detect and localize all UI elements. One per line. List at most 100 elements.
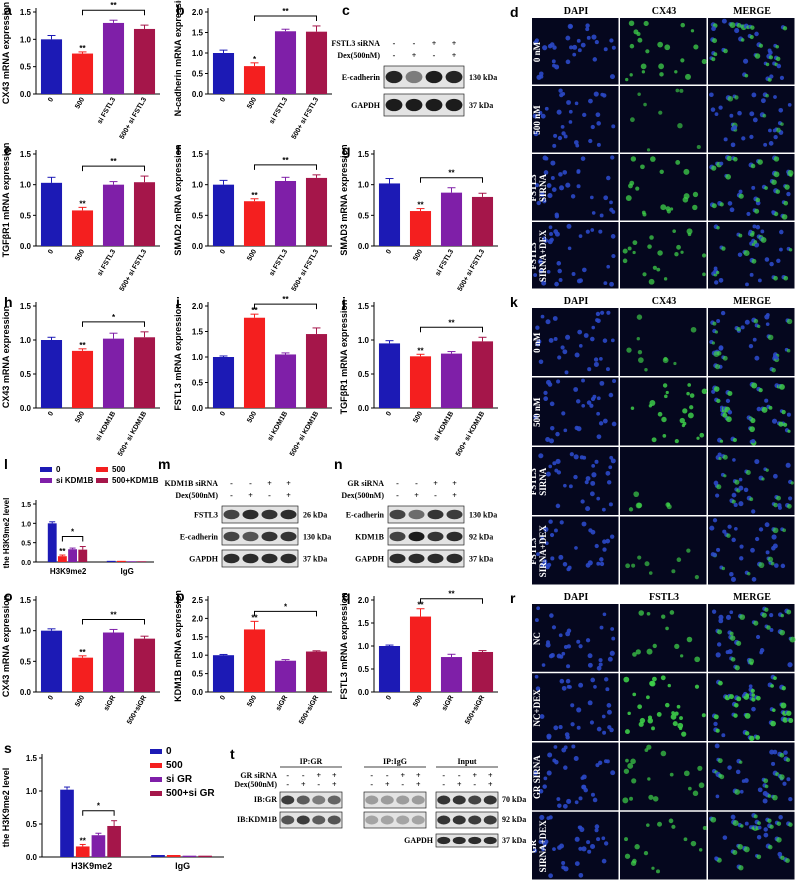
treatment-label: GR siRNA: [240, 771, 277, 780]
signal-dot: [773, 211, 779, 217]
nucleus-dot: [748, 343, 754, 349]
signal-dot: [644, 561, 650, 567]
nucleus-dot: [587, 662, 593, 668]
condition-label: 500 nM: [532, 397, 542, 427]
blot-band: [483, 836, 497, 845]
signal-dot: [671, 824, 676, 829]
blot-strip: [279, 811, 343, 829]
condition-label-line: SIRNA: [538, 467, 548, 496]
panel-label-i: i: [176, 294, 180, 310]
x-tick-label: 500+siGR: [126, 695, 148, 726]
treatment-sign: -: [473, 780, 476, 789]
nucleus-dot: [541, 280, 547, 286]
treatment-sign: -: [249, 479, 252, 488]
bar-1-2: [127, 561, 137, 562]
bracket-label: **: [448, 169, 455, 178]
nucleus-dot: [561, 131, 566, 136]
nucleus-dot: [731, 492, 737, 498]
blot-band: [223, 553, 240, 564]
condition-label-line: FSTL3: [528, 174, 538, 202]
y-axis-label: FSTL3 mRNA expression: [339, 592, 349, 699]
nucleus-dot: [561, 411, 566, 416]
x-tick-label: H3K9me2: [71, 861, 112, 871]
x-tick-label: 0: [385, 694, 393, 701]
x-tick-label: 0: [385, 248, 393, 255]
nucleus-dot: [589, 491, 595, 497]
signal-dot: [767, 556, 774, 563]
signal-dot: [674, 711, 679, 716]
signal-dot: [729, 22, 736, 29]
treatment-sign: +: [414, 491, 419, 500]
signal-dot: [787, 429, 791, 433]
signal-dot: [770, 720, 776, 727]
signal-dot: [656, 712, 662, 717]
nucleus-dot: [754, 459, 760, 465]
signal-dot: [701, 713, 706, 718]
signal-dot: [638, 721, 644, 727]
y-tick-label: 1.0: [192, 181, 204, 190]
nucleus-dot: [720, 310, 726, 316]
bar-2: [274, 180, 297, 246]
nucleus-dot: [589, 403, 594, 408]
nucleus-dot: [751, 438, 756, 444]
signal-dot: [623, 768, 630, 774]
bar-1: [71, 210, 94, 246]
nucleus-dot: [591, 211, 596, 215]
signal-dot: [726, 533, 731, 538]
treatment-sign: -: [434, 491, 437, 500]
signal-dot: [676, 704, 681, 709]
nucleus-dot: [559, 92, 564, 98]
signal-dot: [723, 48, 728, 54]
band-size: 37 kDa: [469, 101, 493, 110]
signal-dot: [757, 159, 763, 165]
signal-dot: [728, 694, 734, 700]
nucleus-dot: [547, 193, 553, 199]
signal-dot: [727, 95, 734, 102]
bar-chart-tgfbr1-kdm1b: TGFβR1 mRNA expression 0.0 0.5 1.0 1.5 0 ** 500…: [339, 300, 498, 458]
signal-dot: [689, 393, 695, 398]
nucleus-dot: [756, 835, 762, 840]
nucleus-dot: [548, 873, 553, 879]
signal-dot: [659, 72, 664, 77]
nucleus-dot: [788, 796, 793, 802]
nucleus-dot: [588, 138, 593, 144]
bar-chart-tgfbr1-fstl3: TGFβR1 mRNA expression 0.0 0.5 1.0 1.5 0 ** 500…: [1, 143, 160, 293]
x-tick-label: si KDM1B: [95, 411, 117, 443]
blot-content-m: KDM1B siRNA - - + + Dex(500nM) - + - + FSTL3 26 kDa…: [164, 479, 331, 568]
blot-band: [327, 815, 341, 825]
nucleus-dot: [558, 88, 563, 93]
bar-0: [40, 340, 63, 408]
treatment-sign: -: [286, 771, 289, 780]
nucleus-dot: [610, 627, 615, 631]
y-tick-label: 1.5: [192, 150, 204, 159]
nucleus-dot: [587, 560, 593, 566]
y-tick-label: 0.0: [26, 853, 38, 862]
bracket-label: **: [282, 7, 289, 16]
x-tick-label: 500+ si FSTL3: [457, 248, 487, 292]
nucleus-dot: [551, 187, 557, 192]
signal-dot: [622, 797, 629, 804]
legend-label: 500+KDM1B: [112, 476, 159, 485]
signal-dot: [770, 684, 774, 688]
signal-dot: [780, 122, 784, 126]
signal-dot: [626, 347, 632, 353]
grouped-bar-chart-h3k9me2-gr: the H3K9me2 level 0.0 0.5 1.0 1.5 H3K9me2 IgG *…: [1, 746, 224, 871]
blot-band: [437, 836, 451, 845]
nucleus-dot: [562, 561, 568, 567]
x-tick-label: si FSTL3: [97, 96, 118, 125]
micro-tile: [620, 604, 707, 672]
nucleus-dot: [732, 458, 736, 462]
blot-band: [446, 509, 463, 520]
nucleus-dot: [565, 182, 571, 188]
nucleus-dot: [576, 278, 582, 284]
legend-swatch: [150, 749, 162, 754]
nucleus-dot: [609, 74, 615, 80]
nucleus-dot: [572, 44, 578, 50]
signal-dot: [664, 44, 671, 51]
signal-dot: [671, 711, 675, 715]
signal-dot: [751, 693, 756, 697]
y-tick-label: 0.0: [192, 90, 204, 99]
condition-label-line: FSTL3: [528, 537, 538, 565]
x-tick-label: 0: [385, 410, 393, 417]
